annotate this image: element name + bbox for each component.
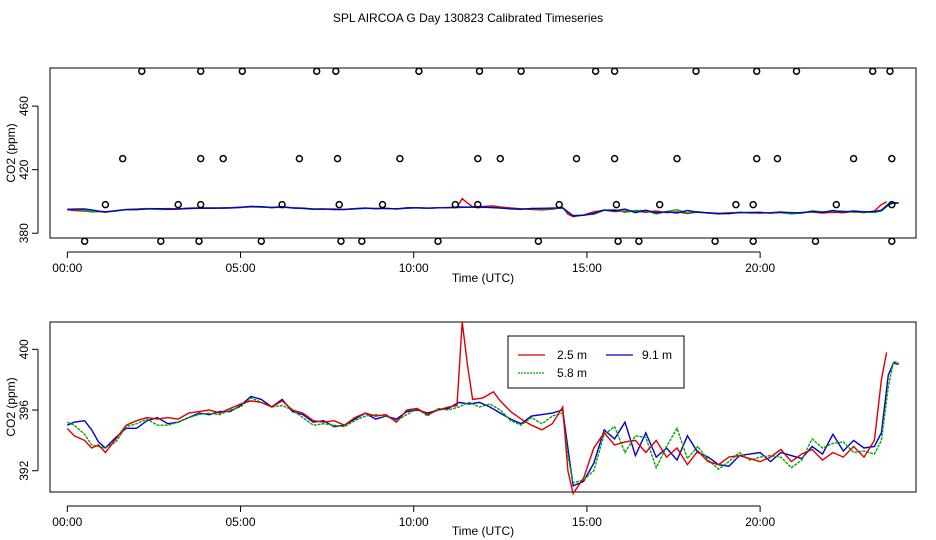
bottom-series-line-red [66, 321, 888, 496]
top-circle-point [749, 237, 757, 245]
top-circle-point [655, 200, 664, 209]
top-circle-point [332, 67, 340, 75]
top-circle-point [591, 67, 600, 75]
bottom-panel: 00:00 05:00 10:00 15:00 20:00 392 396 400 Time … [4, 321, 917, 538]
top-circle-point [358, 237, 366, 245]
top-circle-point [138, 67, 146, 75]
top-circle-point [378, 200, 387, 209]
bottom-x-tick-label: 20:00 [745, 515, 775, 529]
top-circle-point [337, 237, 345, 245]
top-x-tick-label: 05:00 [226, 261, 256, 275]
top-circle-point [752, 67, 761, 75]
bottom-x-tick-label: 10:00 [399, 515, 429, 529]
top-circle-point [434, 237, 442, 245]
top-circle-point [335, 200, 343, 209]
legend-label-5-8m: 5.8 m [557, 366, 587, 380]
top-circle-point [749, 200, 757, 209]
top-circle-point [219, 154, 227, 163]
top-circle-point [888, 200, 896, 209]
top-circle-point [196, 200, 205, 209]
top-circle-point [174, 200, 182, 209]
top-circle-point [451, 200, 460, 209]
top-y-tick-label: 420 [17, 159, 31, 179]
top-circle-point [257, 237, 266, 245]
top-x-axis-label: Time (UTC) [452, 271, 514, 285]
top-circle-point [711, 237, 719, 245]
top-circle-point [612, 200, 621, 209]
top-circle-point [888, 154, 896, 163]
bottom-y-axis-label: CO2 (ppm) [4, 377, 18, 436]
top-circle-point [475, 67, 484, 75]
top-circle-point [773, 154, 782, 163]
bottom-series-line-blue [67, 362, 899, 487]
bottom-y-tick-label: 396 [17, 400, 31, 420]
top-circle-point [555, 200, 563, 209]
top-circle-point [157, 237, 165, 245]
legend-label-9-1m: 9.1 m [642, 348, 672, 362]
top-circle-point [195, 237, 203, 245]
bottom-plot-frame [49, 321, 917, 493]
top-circle-point [610, 67, 619, 75]
top-circle-point [673, 154, 681, 163]
top-y-axis-label: CO2 (ppm) [4, 123, 18, 182]
top-circle-point [278, 200, 286, 209]
top-axis-ticks: 00:00 05:00 10:00 15:00 20:00 380 420 460 [17, 96, 775, 275]
top-x-tick-label: 00:00 [52, 261, 82, 275]
top-circle-point [692, 67, 700, 75]
top-circle-point [196, 67, 205, 75]
top-x-tick-label: 15:00 [572, 261, 602, 275]
top-circle-point [101, 200, 110, 209]
top-circle-point [196, 154, 205, 163]
bottom-series-group [66, 321, 899, 496]
page-title: SPL AIRCOA G Day 130823 Calibrated Times… [333, 11, 603, 25]
top-circle-point [474, 200, 482, 209]
top-circle-point [572, 154, 581, 163]
top-circle-point [610, 154, 619, 163]
top-circle-point [635, 237, 643, 245]
bottom-x-tick-label: 15:00 [572, 515, 602, 529]
top-y-tick-label: 380 [17, 223, 31, 243]
top-circle-point [888, 237, 896, 245]
top-circle-point [614, 237, 622, 245]
top-circle-point [849, 154, 858, 163]
top-circle-point [792, 67, 801, 75]
top-circle-point [811, 237, 820, 245]
top-circle-point [832, 200, 841, 209]
top-circle-point [118, 154, 127, 163]
bottom-x-tick-label: 05:00 [226, 515, 256, 529]
bottom-x-tick-label: 00:00 [52, 515, 82, 529]
top-circle-markers [80, 67, 896, 245]
top-x-tick-label: 20:00 [745, 261, 775, 275]
legend-label-2-5m: 2.5 m [557, 348, 587, 362]
bottom-series-line-green [67, 360, 899, 484]
top-circle-point [415, 67, 423, 75]
legend-box [507, 335, 685, 389]
bottom-y-tick-label: 400 [17, 339, 31, 359]
bottom-x-axis-label: Time (UTC) [452, 524, 514, 538]
top-x-tick-label: 10:00 [399, 261, 429, 275]
top-circle-point [312, 67, 321, 75]
top-circle-point [886, 67, 894, 75]
top-circle-point [496, 154, 505, 163]
top-circle-point [80, 237, 89, 245]
bottom-y-tick-label: 392 [17, 460, 31, 480]
bottom-axis-ticks: 00:00 05:00 10:00 15:00 20:00 392 396 400 [17, 339, 775, 529]
top-circle-point [295, 154, 304, 163]
legend: 2.5 m 9.1 m 5.8 m [507, 335, 685, 389]
top-circle-point [238, 67, 247, 75]
top-y-tick-label: 460 [17, 96, 31, 116]
top-circle-point [534, 237, 543, 245]
top-panel: 00:00 05:00 10:00 15:00 20:00 380 420 460 Time … [4, 67, 917, 285]
top-plot-frame [49, 67, 917, 239]
top-series-group [67, 197, 899, 218]
top-circle-point [752, 154, 761, 163]
top-series-line-blue [67, 202, 899, 217]
top-circle-point [333, 154, 342, 163]
top-circle-point [474, 154, 482, 163]
top-circle-point [396, 154, 404, 163]
top-circle-point [868, 67, 877, 75]
top-circle-point [732, 200, 740, 209]
top-circle-point [517, 67, 525, 75]
